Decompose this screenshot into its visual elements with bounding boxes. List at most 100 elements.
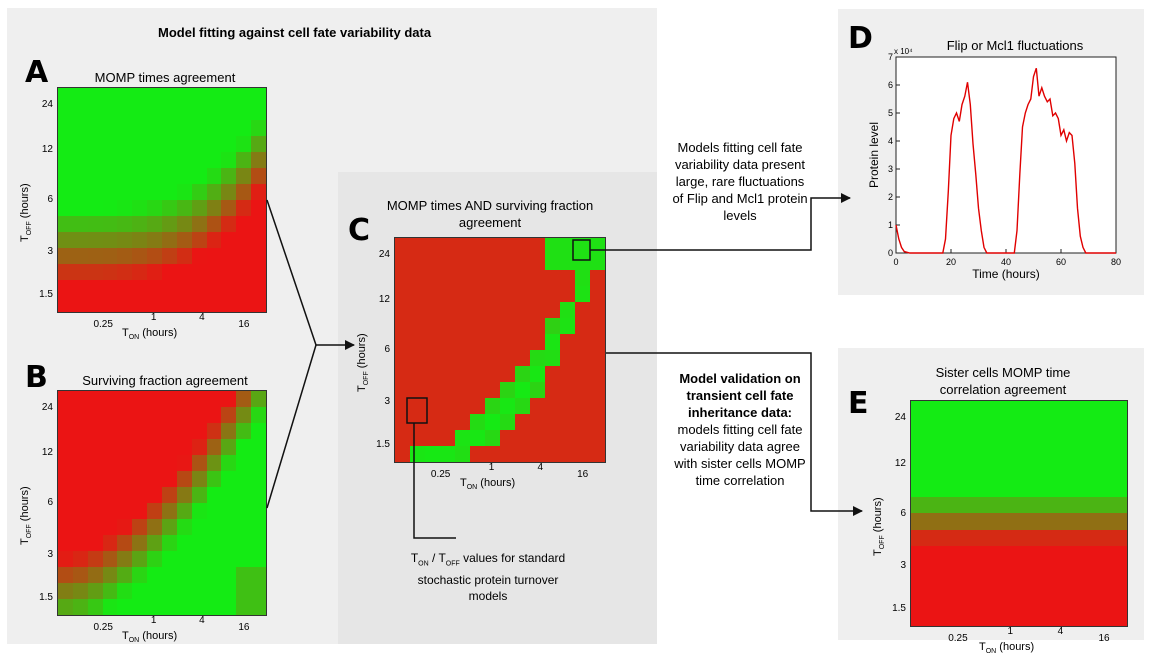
heatmap-cell <box>395 318 410 334</box>
heatmap-cell <box>161 519 177 535</box>
heatmap-cell <box>410 350 425 366</box>
heatmap-cell <box>455 238 470 254</box>
heatmap-cell <box>87 583 103 599</box>
heatmap-cell <box>191 519 207 535</box>
y-tick-label: 0 <box>888 248 893 258</box>
heatmap-cell <box>147 423 162 439</box>
heatmap-cell <box>206 471 222 487</box>
heatmap-cell <box>530 350 545 366</box>
heatmap-cell <box>972 417 989 434</box>
heatmap-cell <box>236 423 252 439</box>
heatmap-cell <box>590 350 605 366</box>
heatmap-cell <box>72 248 88 264</box>
heatmap-cell <box>147 280 162 296</box>
heatmap-cell <box>545 414 560 430</box>
heatmap-cell <box>545 366 560 382</box>
heatmap-cell <box>87 264 103 280</box>
heatmap-cell <box>58 503 73 519</box>
heatmap-cell <box>957 577 973 594</box>
heatmap-b-y-tick: 1.5 <box>39 591 53 603</box>
heatmap-cell <box>500 286 515 302</box>
heatmap-cell <box>58 519 73 535</box>
heatmap-e-x-tick: 1 <box>1007 626 1014 637</box>
heatmap-cell <box>161 551 177 567</box>
heatmap-cell <box>941 449 958 466</box>
heatmap-cell <box>545 446 560 462</box>
heatmap-cell <box>1019 401 1035 418</box>
heatmap-cell <box>251 152 266 168</box>
heatmap-cell <box>575 446 590 462</box>
heatmap-cell <box>58 216 73 232</box>
heatmap-cell <box>117 535 133 551</box>
heatmap-e-y-tick: 3 <box>900 559 906 571</box>
heatmap-cell <box>117 519 133 535</box>
heatmap-cell <box>117 88 133 104</box>
heatmap-cell <box>590 254 605 270</box>
heatmap-cell <box>87 280 103 296</box>
heatmap-cell <box>236 407 252 423</box>
heatmap-cell <box>102 455 118 471</box>
heatmap-cell <box>251 168 266 184</box>
heatmap-cell <box>117 471 133 487</box>
heatmap-cell <box>206 455 222 471</box>
heatmap-cell <box>221 232 237 248</box>
heatmap-cell <box>221 216 237 232</box>
heatmap-cell <box>500 398 515 414</box>
heatmap-cell <box>530 382 545 398</box>
heatmap-cell <box>221 567 237 583</box>
heatmap-cell <box>72 168 88 184</box>
connector-c-to-e <box>606 352 863 516</box>
heatmap-cell <box>132 264 148 280</box>
heatmap-cell <box>440 414 455 430</box>
heatmap-cell <box>1034 481 1050 498</box>
heatmap-cell <box>161 407 177 423</box>
panel-a-title: MOMP times agreement <box>94 70 236 85</box>
heatmap-cell <box>410 382 425 398</box>
heatmap-cell <box>132 104 148 120</box>
heatmap-cell <box>1049 561 1066 578</box>
heatmap-cell <box>236 264 252 280</box>
heatmap-cell <box>440 350 455 366</box>
heatmap-cell <box>530 270 545 286</box>
heatmap-cell <box>161 152 177 168</box>
heatmap-cell <box>102 248 118 264</box>
heatmap-cell <box>972 529 989 546</box>
heatmap-a-x-tick: 1 <box>150 312 157 323</box>
heatmap-cell <box>87 471 103 487</box>
heatmap-cell <box>395 270 410 286</box>
heatmap-cell <box>1049 609 1066 626</box>
heatmap-cell <box>440 398 455 414</box>
heatmap-cell <box>988 577 1004 594</box>
heatmap-cell <box>251 567 266 583</box>
heatmap-cell <box>132 487 148 503</box>
heatmap-cell <box>176 391 192 407</box>
heatmap-cell <box>410 270 425 286</box>
heatmap-cell <box>87 519 103 535</box>
heatmap-cell <box>147 296 162 312</box>
heatmap-cell <box>395 286 410 302</box>
heatmap-cell <box>176 423 192 439</box>
heatmap-cell <box>72 104 88 120</box>
heatmap-cell <box>590 286 605 302</box>
heatmap-cell <box>560 446 575 462</box>
heatmap-cell <box>1003 401 1019 418</box>
heatmap-cell <box>72 439 88 455</box>
heatmap-cell <box>911 513 927 530</box>
heatmap-cell <box>102 104 118 120</box>
heatmap-cell <box>87 136 103 152</box>
heatmap-cell <box>147 551 162 567</box>
heatmap-cell <box>515 446 530 462</box>
heatmap-cell <box>87 503 103 519</box>
heatmap-cell <box>132 136 148 152</box>
heatmap-cell <box>1019 481 1035 498</box>
heatmap-cell <box>926 449 942 466</box>
heatmap-cell <box>161 88 177 104</box>
heatmap-cell <box>206 519 222 535</box>
heatmap-cell <box>1080 417 1097 434</box>
heatmap-cell <box>560 286 575 302</box>
heatmap-cell <box>251 503 266 519</box>
heatmap-cell <box>132 503 148 519</box>
heatmap-cell <box>221 184 237 200</box>
heatmap-cell <box>206 296 222 312</box>
heatmap-cell <box>470 302 485 318</box>
